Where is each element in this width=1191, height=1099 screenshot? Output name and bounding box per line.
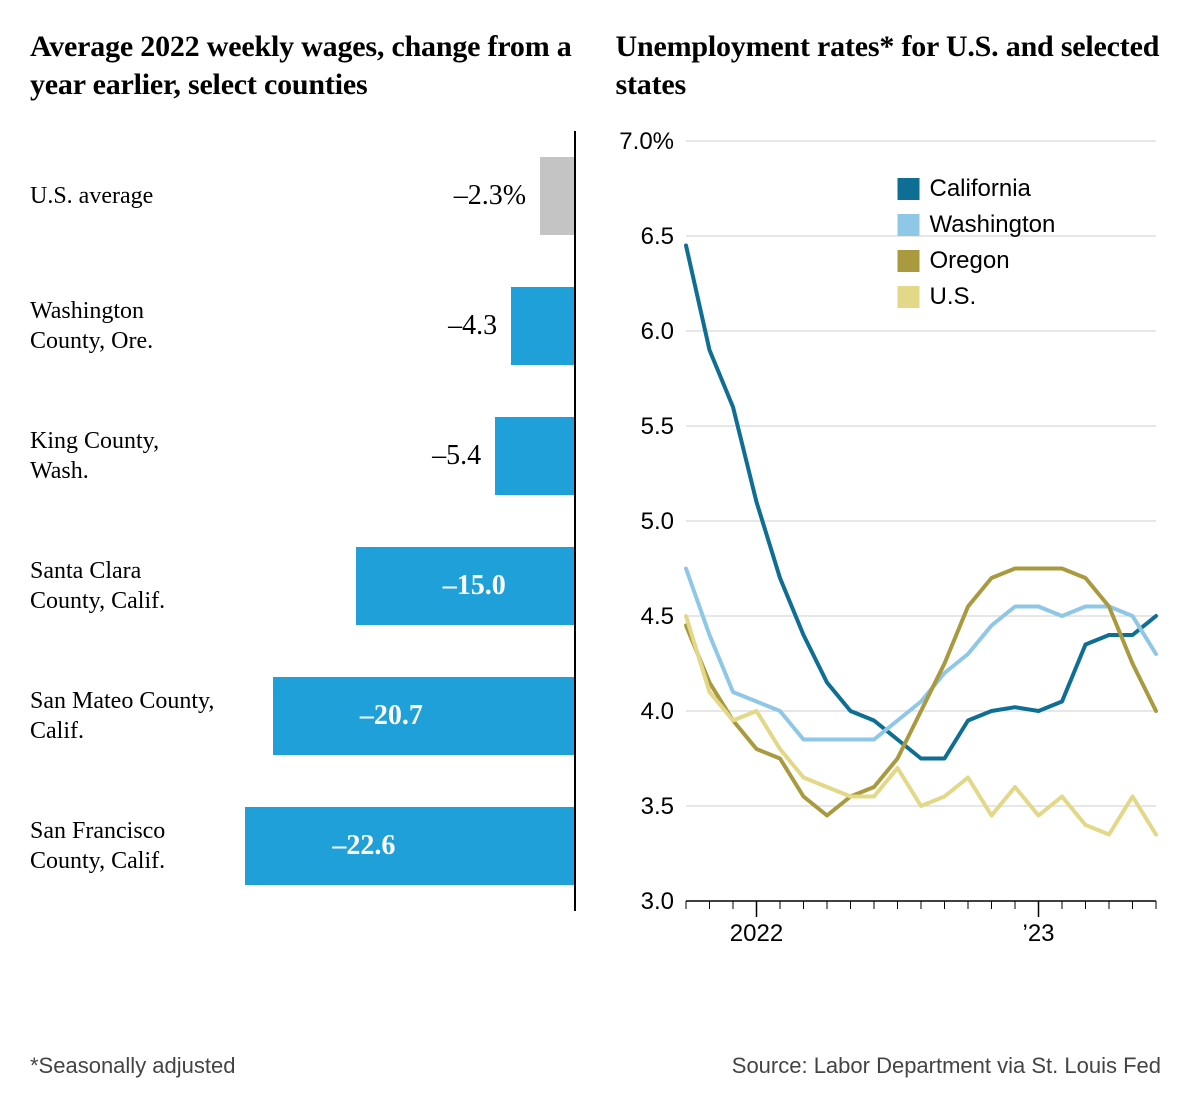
y-tick-label: 5.0	[640, 508, 673, 535]
y-tick-label: 3.0	[640, 888, 673, 915]
line-title: Unemployment rates* for U.S. and selecte…	[616, 28, 1162, 103]
bar-label: Santa Clara County, Calif.	[30, 556, 225, 616]
bar-panel: Average 2022 weekly wages, change from a…	[30, 28, 576, 961]
legend-swatch	[897, 214, 919, 236]
bar-chart: U.S. average –2.3% Washington County, Ore.…	[30, 131, 576, 911]
bar-cell: –20.7	[225, 651, 576, 781]
bar-value: –22.6	[320, 830, 395, 862]
bar-label: San Mateo County, Calif.	[30, 686, 225, 746]
y-tick-label: 6.5	[640, 223, 673, 250]
y-tick-label: 6.0	[640, 318, 673, 345]
y-tick-label: 5.5	[640, 413, 673, 440]
bar-row: San Mateo County, Calif. –20.7	[30, 651, 576, 781]
x-tick-label: ’23	[1022, 920, 1054, 947]
bar-label: King County, Wash.	[30, 426, 225, 486]
line-chart: 3.0 3.5 4.0 4.5 5.0 5.5 6.0 6.5 7.0% 2022 ’23 Calif…	[616, 131, 1166, 961]
bar-row: U.S. average –2.3%	[30, 131, 576, 261]
bar-row: King County, Wash. –5.4	[30, 391, 576, 521]
line-chart-svg: 3.0 3.5 4.0 4.5 5.0 5.5 6.0 6.5 7.0% 2022 ’23 Calif…	[616, 131, 1166, 961]
legend: California Washington Oregon U.S.	[897, 175, 1055, 310]
x-tick-label: 2022	[729, 920, 782, 947]
bar-cell: –22.6	[225, 781, 576, 911]
bar-rect	[495, 417, 573, 495]
y-tick-label: 7.0%	[619, 131, 674, 155]
line-panel: Unemployment rates* for U.S. and selecte…	[616, 28, 1162, 961]
bar-row: San Francisco County, Calif. –22.6	[30, 781, 576, 911]
legend-swatch	[897, 178, 919, 200]
panels-row: Average 2022 weekly wages, change from a…	[30, 28, 1161, 961]
legend-label: U.S.	[929, 283, 976, 310]
bar-rect	[540, 157, 573, 235]
bar-value: –4.3	[448, 310, 511, 342]
bar-cell: –2.3%	[225, 131, 576, 261]
bar-rect	[273, 677, 574, 755]
bar-row: Santa Clara County, Calif. –15.0	[30, 521, 576, 651]
bar-label: U.S. average	[30, 181, 225, 211]
bar-title: Average 2022 weekly wages, change from a…	[30, 28, 576, 103]
y-tick-label: 3.5	[640, 793, 673, 820]
bar-value: –15.0	[431, 570, 506, 602]
source-line: Source: Labor Department via St. Louis F…	[732, 1053, 1161, 1079]
bar-rect	[245, 807, 573, 885]
figure-root: Average 2022 weekly wages, change from a…	[0, 0, 1191, 1099]
bar-label: San Francisco County, Calif.	[30, 816, 225, 876]
bar-cell: –15.0	[225, 521, 576, 651]
y-tick-label: 4.0	[640, 698, 673, 725]
bar-cell: –4.3	[225, 261, 576, 391]
figure-footer: *Seasonally adjusted Source: Labor Depar…	[30, 1053, 1161, 1079]
series-line	[686, 246, 1156, 759]
bar-label: Washington County, Ore.	[30, 296, 225, 356]
bar-cell: –5.4	[225, 391, 576, 521]
legend-label: California	[929, 175, 1031, 202]
legend-swatch	[897, 286, 919, 308]
bar-value: –20.7	[348, 700, 423, 732]
bar-rect	[511, 287, 573, 365]
legend-label: Oregon	[929, 247, 1009, 274]
bar-value: –2.3%	[454, 180, 540, 212]
bar-value: –5.4	[432, 440, 495, 472]
legend-label: Washington	[929, 211, 1055, 238]
footnote: *Seasonally adjusted	[30, 1053, 235, 1079]
legend-swatch	[897, 250, 919, 272]
y-tick-label: 4.5	[640, 603, 673, 630]
bar-row: Washington County, Ore. –4.3	[30, 261, 576, 391]
